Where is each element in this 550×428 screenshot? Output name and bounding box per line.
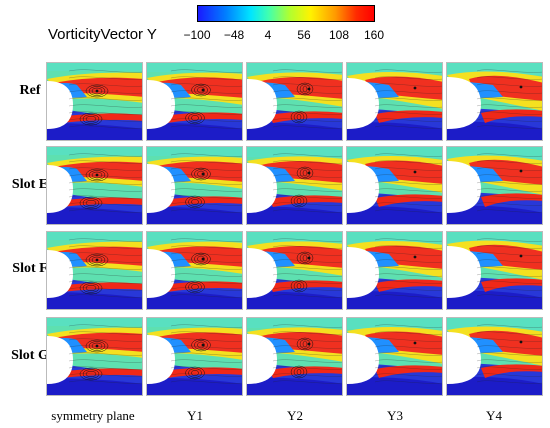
colorbar-title: VorticityVector Y	[48, 26, 157, 43]
row-label-slot-f: Slot F	[12, 261, 48, 276]
column-label-y2: Y2	[287, 408, 303, 423]
flow-panel-ref-y1	[146, 62, 243, 141]
flow-panel-slot-e-symmetry-plane	[46, 146, 143, 225]
row-label-ref: Ref	[19, 83, 41, 98]
colorbar-tick: 56	[297, 28, 311, 42]
row-label-slot-e: Slot E	[11, 177, 49, 192]
flow-panel-slot-f-y3	[346, 231, 443, 310]
flow-panel-slot-f-y1	[146, 231, 243, 310]
colorbar-tick: 160	[363, 28, 385, 42]
colorbar-tick: 4	[264, 28, 272, 42]
flow-panel-slot-g-symmetry-plane	[46, 317, 143, 396]
flow-panel-slot-e-y4	[446, 146, 543, 225]
column-label-y3: Y3	[387, 408, 403, 423]
flow-panel-ref-y4	[446, 62, 543, 141]
row-label-slot-g: Slot G	[11, 348, 49, 363]
colorbar-tick: −48	[223, 28, 245, 42]
flow-panel-slot-e-y2	[246, 146, 343, 225]
flow-panel-slot-g-y3	[346, 317, 443, 396]
flow-panel-slot-g-y2	[246, 317, 343, 396]
flow-panel-slot-g-y1	[146, 317, 243, 396]
column-label-y4: Y4	[486, 408, 502, 423]
flow-panel-slot-f-symmetry-plane	[46, 231, 143, 310]
column-label-y1: Y1	[187, 408, 203, 423]
flow-panel-slot-g-y4	[446, 317, 543, 396]
column-label-symmetry-plane: symmetry plane	[51, 408, 135, 423]
flow-panel-slot-f-y2	[246, 231, 343, 310]
colorbar	[197, 5, 375, 22]
flow-panel-ref-symmetry-plane	[46, 62, 143, 141]
colorbar-tick: −100	[183, 28, 211, 42]
flow-panel-ref-y3	[346, 62, 443, 141]
flow-panel-slot-e-y1	[146, 146, 243, 225]
flow-panel-ref-y2	[246, 62, 343, 141]
colorbar-tick: 108	[328, 28, 350, 42]
flow-panel-slot-e-y3	[346, 146, 443, 225]
flow-panel-slot-f-y4	[446, 231, 543, 310]
